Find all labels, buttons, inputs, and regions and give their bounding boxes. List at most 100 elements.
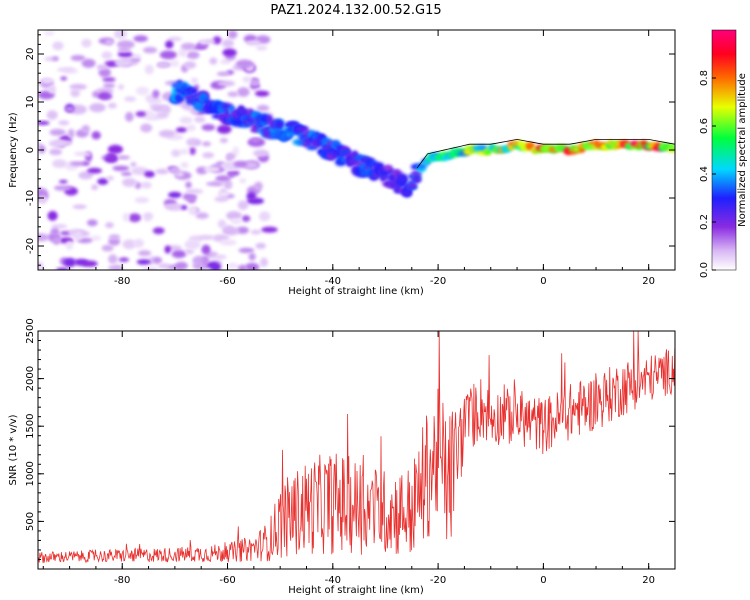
heatmap-ridge-cell bbox=[402, 189, 412, 197]
heatmap-noise-blob bbox=[168, 36, 182, 42]
heatmap-noise-blob bbox=[221, 39, 234, 48]
y-tick-label: 2000 bbox=[25, 366, 36, 391]
heatmap-noise-blob bbox=[58, 120, 70, 126]
heatmap-noise-blob bbox=[133, 238, 144, 248]
heatmap-noise-blob bbox=[81, 58, 96, 68]
heatmap-ridge-cell bbox=[668, 144, 675, 151]
y-tick-label: 1000 bbox=[25, 461, 36, 486]
y-tick-label: -20 bbox=[25, 238, 36, 254]
heatmap-noise-blob bbox=[152, 89, 160, 99]
heatmap-noise-blob bbox=[38, 233, 49, 242]
heatmap-noise-blob bbox=[105, 222, 114, 229]
heatmap-noise-blob bbox=[70, 161, 88, 166]
heatmap-noise-blob bbox=[38, 261, 44, 270]
heatmap-noise-blob bbox=[198, 235, 215, 240]
heatmap-noise-blob bbox=[205, 39, 216, 44]
x-tick-label: 0 bbox=[540, 276, 546, 287]
heatmap-noise-blob bbox=[56, 267, 69, 270]
heatmap-noise-blob bbox=[113, 30, 127, 39]
y-tick-label: 20 bbox=[25, 48, 36, 61]
heatmap-noise-blob bbox=[142, 267, 159, 270]
heatmap-noise-blob bbox=[241, 215, 251, 222]
heatmap-noise-blob bbox=[152, 227, 165, 235]
heatmap-noise-blob bbox=[118, 257, 130, 263]
heatmap-noise-blob bbox=[53, 185, 72, 191]
figure-title: PAZ1.2024.132.00.52.G15 bbox=[270, 3, 441, 18]
heatmap-noise-blob bbox=[227, 91, 239, 97]
heatmap-noise-blob bbox=[239, 178, 247, 184]
heatmap-ridge-cell bbox=[412, 173, 421, 183]
heatmap-noise-blob bbox=[216, 71, 230, 76]
heatmap-noise-blob bbox=[108, 264, 123, 270]
heatmap-noise-blob bbox=[143, 46, 158, 54]
heatmap-noise-blob bbox=[152, 256, 162, 264]
heatmap-noise-blob bbox=[125, 111, 134, 122]
colorbar-label: Normalized spectral amplitude bbox=[737, 73, 748, 227]
heatmap-noise-blob bbox=[255, 45, 268, 51]
heatmap-noise-blob bbox=[237, 200, 249, 210]
colorbar-tick-label: 0.4 bbox=[699, 166, 710, 182]
heatmap-noise-blob bbox=[255, 242, 266, 249]
heatmap-noise-blob bbox=[133, 35, 148, 42]
spectrogram-x-axis-label: Height of straight line (km) bbox=[288, 286, 424, 297]
heatmap-noise-blob bbox=[136, 259, 151, 265]
heatmap-noise-blob bbox=[209, 57, 218, 65]
heatmap-ridge-cell bbox=[525, 142, 535, 149]
heatmap-noise-blob bbox=[226, 211, 242, 221]
heatmap-noise-blob bbox=[38, 195, 48, 204]
heatmap-noise-blob bbox=[105, 39, 114, 46]
heatmap-noise-blob bbox=[201, 244, 211, 255]
heatmap-noise-blob bbox=[52, 236, 61, 245]
heatmap-noise-blob bbox=[220, 239, 237, 246]
heatmap-noise-blob bbox=[138, 250, 152, 257]
heatmap-noise-blob bbox=[134, 197, 150, 204]
heatmap-noise-blob bbox=[168, 191, 182, 199]
heatmap-noise-blob bbox=[81, 38, 92, 48]
heatmap-noise-blob bbox=[246, 40, 262, 46]
x-tick-label: -40 bbox=[325, 575, 341, 586]
heatmap-noise-blob bbox=[194, 116, 206, 123]
heatmap-noise-blob bbox=[250, 78, 259, 87]
heatmap-noise-blob bbox=[178, 48, 188, 57]
heatmap-noise-blob bbox=[120, 171, 133, 176]
heatmap-noise-blob bbox=[91, 235, 102, 241]
colorbar-tick-label: 0.0 bbox=[699, 262, 710, 278]
heatmap-noise-blob bbox=[255, 90, 270, 97]
x-tick-label: -60 bbox=[219, 575, 235, 586]
heatmap-cells bbox=[38, 30, 675, 270]
heatmap-noise-blob bbox=[96, 64, 108, 70]
heatmap-noise-blob bbox=[250, 229, 262, 235]
heatmap-noise-blob bbox=[116, 40, 135, 49]
heatmap-noise-blob bbox=[91, 184, 99, 191]
heatmap-noise-blob bbox=[86, 219, 98, 227]
heatmap-noise-blob bbox=[101, 244, 114, 252]
heatmap-noise-blob bbox=[213, 254, 227, 260]
x-tick-label: -20 bbox=[430, 575, 446, 586]
heatmap-noise-blob bbox=[190, 77, 199, 84]
heatmap-noise-blob bbox=[103, 83, 115, 89]
heatmap-noise-blob bbox=[46, 110, 58, 120]
x-tick-label: -20 bbox=[430, 276, 446, 287]
colorbar-tick-label: 0.2 bbox=[699, 214, 710, 230]
heatmap-noise-blob bbox=[41, 78, 55, 83]
heatmap-noise-blob bbox=[201, 124, 216, 131]
heatmap-noise-blob bbox=[128, 213, 141, 223]
y-tick-label: 1500 bbox=[25, 413, 36, 438]
heatmap-noise-blob bbox=[78, 171, 94, 180]
heatmap-noise-blob bbox=[227, 173, 235, 178]
colorbar: 0.0 0.2 0.4 0.6 0.8 Normalized spectral ampl… bbox=[699, 29, 748, 278]
heatmap-noise-blob bbox=[49, 148, 63, 156]
heatmap-noise-blob bbox=[219, 137, 228, 144]
heatmap-noise-blob bbox=[108, 254, 118, 264]
snr-x-ticks: -80 -60 -40 -20 0 20 bbox=[42, 331, 676, 586]
x-tick-label: -40 bbox=[325, 276, 341, 287]
heatmap-noise-blob bbox=[117, 84, 125, 90]
heatmap-noise-blob bbox=[237, 87, 250, 97]
heatmap-noise-blob bbox=[220, 59, 231, 65]
heatmap-noise-blob bbox=[171, 250, 187, 259]
heatmap-noise-blob bbox=[250, 138, 261, 143]
heatmap-noise-blob bbox=[48, 84, 56, 94]
heatmap-noise-blob bbox=[101, 51, 113, 60]
heatmap-ridge-cell bbox=[406, 183, 417, 189]
heatmap-noise-blob bbox=[215, 175, 231, 182]
